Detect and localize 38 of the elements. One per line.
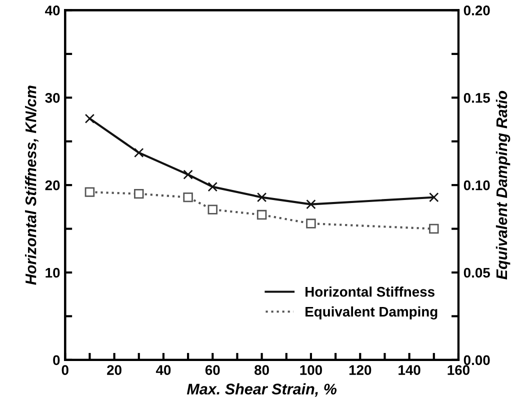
y-tick-label: 30: [45, 92, 60, 103]
point: [429, 224, 439, 234]
text: 0.00: [464, 355, 490, 366]
point: [183, 192, 193, 202]
x-tick-label: 20: [107, 365, 122, 375]
point: [256, 192, 267, 202]
x-axis-title: Max. Shear Strain, %: [186, 383, 337, 397]
x-tick-label: 120: [349, 365, 372, 375]
point: [306, 218, 316, 228]
point: [134, 188, 144, 199]
point: [208, 204, 218, 214]
point: [84, 114, 95, 124]
y-tick-label: 20: [45, 180, 60, 190]
y2-tick-label: 0.20: [464, 6, 490, 16]
x-tick-label: 80: [254, 365, 269, 375]
legend-label: Horizontal Stiffness: [306, 286, 434, 297]
point: [429, 192, 439, 202]
point: [256, 210, 267, 220]
x-tick-label: 60: [205, 365, 220, 375]
x-tick-label: 100: [300, 365, 322, 375]
point: [134, 148, 144, 158]
y-tick-label: 0: [53, 355, 60, 366]
y2-axis-title: Equivalent Damping Ratio: [496, 90, 510, 280]
x-tick-label: 40: [156, 365, 171, 375]
point: [306, 199, 316, 210]
x-tick-label: 0: [62, 365, 68, 375]
y2-tick-label: 0.15: [464, 92, 490, 103]
x-tick-label: 140: [398, 365, 420, 375]
point: [208, 182, 218, 192]
point: [84, 187, 95, 197]
y2-tick-label: 0.05: [464, 268, 490, 278]
y-tick-label: 10: [46, 268, 60, 278]
y2-tick-label: 0.10: [464, 180, 490, 190]
y-tick-label: 40: [45, 6, 60, 16]
point: [183, 170, 193, 180]
legend-label: Equivalent Damping: [306, 306, 438, 320]
x-tick-label: 160: [448, 365, 470, 375]
y-axis-title: Horizontal Stiffness, KN/cm: [25, 86, 38, 285]
